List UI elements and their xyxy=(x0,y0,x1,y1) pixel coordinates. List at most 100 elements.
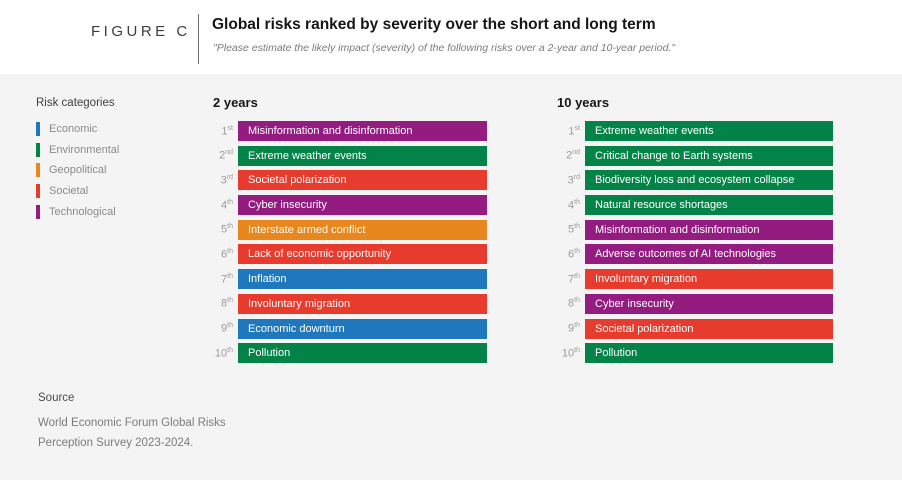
risk-bar-label: Extreme weather events xyxy=(595,125,714,137)
risk-bar: Inflation xyxy=(238,269,487,290)
legend-color-chip xyxy=(36,142,40,157)
rank-label: 3rd xyxy=(567,174,580,187)
legend-color-chip xyxy=(36,204,40,219)
rank-label: 8th xyxy=(568,297,580,311)
legend-item-label: Economic xyxy=(49,123,98,135)
column-header: 10 years xyxy=(557,95,610,110)
risk-bar-label: Societal polarization xyxy=(248,174,347,187)
rank-row: 4th Cyber insecurity xyxy=(207,195,487,216)
rank-label: 1st xyxy=(568,124,580,138)
risk-bar: Pollution xyxy=(238,343,487,364)
rank-row: 1st Misinformation and disinformation xyxy=(207,121,487,141)
legend-item: Environmental xyxy=(36,142,120,157)
risk-bar-label: Biodiversity loss and ecosystem collapse xyxy=(595,174,795,187)
figure-label: FIGURE C xyxy=(91,23,191,40)
risk-bar-label: Adverse outcomes of AI technologies xyxy=(595,248,776,261)
rank-label: 9th xyxy=(221,322,233,335)
risk-bar: Involuntary migration xyxy=(585,269,833,290)
rank-row: 7th Involuntary migration xyxy=(554,269,833,290)
risk-bar-label: Inflation xyxy=(248,273,287,286)
rank-row: 9th Societal polarization xyxy=(554,318,833,339)
risk-bar-label: Extreme weather events xyxy=(248,149,367,162)
rank-row: 9th Economic downturn xyxy=(207,318,487,339)
rank-label: 10th xyxy=(561,346,580,360)
rank-row: 8th Involuntary migration xyxy=(207,293,487,314)
legend-item: Technological xyxy=(36,204,119,219)
legend-item-label: Environmental xyxy=(49,143,120,156)
rank-row: 4th Natural resource shortages xyxy=(554,195,833,216)
rank-label: 2nd xyxy=(219,149,233,163)
risk-bar-label: Lack of economic opportunity xyxy=(248,248,392,261)
risk-bar-label: Economic downturn xyxy=(248,322,345,335)
risk-bar: Cyber insecurity xyxy=(238,195,487,216)
ranking-column-2-years: 2 years 1st Misinformation and disinforma… xyxy=(207,96,487,368)
rank-row: 2nd Critical change to Earth systems xyxy=(554,145,833,166)
rank-row: 2nd Extreme weather events xyxy=(207,145,487,166)
risk-bar-label: Societal polarization xyxy=(595,322,694,335)
risk-bar-label: Natural resource shortages xyxy=(595,199,728,212)
risk-bar-label: Misinformation and disinformation xyxy=(248,125,413,137)
source: Source World Economic Forum Global Risks… xyxy=(38,392,226,453)
rank-label: 6th xyxy=(568,248,580,261)
risk-bar: Cyber insecurity xyxy=(585,293,833,314)
rank-row: 5th Misinformation and disinformation xyxy=(554,219,833,240)
rank-row: 1st Extreme weather events xyxy=(554,121,833,141)
legend-color-chip xyxy=(36,184,40,199)
rank-row: 8th Cyber insecurity xyxy=(554,293,833,314)
risk-bar: Critical change to Earth systems xyxy=(585,145,833,166)
risk-bar: Lack of economic opportunity xyxy=(238,244,487,265)
legend-title: Risk categories xyxy=(36,97,115,109)
rank-row: 6th Adverse outcomes of AI technologies xyxy=(554,244,833,265)
rank-row: 6th Lack of economic opportunity xyxy=(207,244,487,265)
risk-bar-label: Misinformation and disinformation xyxy=(595,223,760,236)
risk-bar-label: Involuntary migration xyxy=(595,273,698,286)
rank-row: 10th Pollution xyxy=(554,343,833,364)
header-divider xyxy=(198,14,199,64)
risk-bar: Extreme weather events xyxy=(238,145,487,166)
risk-bar: Misinformation and disinformation xyxy=(585,219,833,240)
rank-label: 6th xyxy=(221,248,233,261)
source-line: Perception Survey 2023-2024. xyxy=(38,437,194,449)
legend-item: Economic xyxy=(36,122,119,136)
rank-label: 2nd xyxy=(566,149,580,163)
figure-subtitle: "Please estimate the likely impact (seve… xyxy=(213,42,676,54)
risk-bar: Extreme weather events xyxy=(585,121,833,141)
rank-row: 3rd Societal polarization xyxy=(207,170,487,191)
legend-item-label: Societal xyxy=(49,185,89,198)
legend-color-chip xyxy=(36,163,40,178)
source-line: World Economic Forum Global Risks xyxy=(38,417,226,429)
risk-bar-label: Critical change to Earth systems xyxy=(595,149,753,162)
rank-label: 4th xyxy=(221,198,233,212)
rank-label: 3rd xyxy=(220,174,233,187)
ranking-rows: 1st Misinformation and disinformation 2nd E… xyxy=(207,121,487,364)
rank-row: 3rd Biodiversity loss and ecosystem colla… xyxy=(554,170,833,191)
rank-row: 10th Pollution xyxy=(207,343,487,364)
risk-bar-label: Involuntary migration xyxy=(248,297,351,310)
legend-item: Societal xyxy=(36,184,119,199)
risk-bar-label: Cyber insecurity xyxy=(248,199,327,212)
legend-items: Economic Environmental Geopolitical Societa… xyxy=(36,122,119,219)
rank-label: 7th xyxy=(568,272,580,286)
risk-bar: Misinformation and disinformation xyxy=(238,121,487,141)
legend-color-chip xyxy=(36,122,40,136)
risk-bar: Economic downturn xyxy=(238,318,487,339)
risk-bar-label: Pollution xyxy=(248,347,291,360)
risk-bar-label: Pollution xyxy=(595,347,638,360)
risk-bar: Societal polarization xyxy=(585,318,833,339)
legend: Risk categories Economic Environmental Geo… xyxy=(36,96,119,225)
ranking-column-10-years: 10 years 1st Extreme weather events 2nd Cri… xyxy=(554,96,833,368)
ranking-rows: 1st Extreme weather events 2nd Critical cha… xyxy=(554,121,833,364)
rank-label: 10th xyxy=(214,346,233,360)
legend-item-label: Technological xyxy=(49,205,116,218)
legend-item-label: Geopolitical xyxy=(49,164,107,177)
rank-label: 5th xyxy=(221,223,233,237)
rank-row: 7th Inflation xyxy=(207,269,487,290)
risk-bar: Interstate armed conflict xyxy=(238,219,487,240)
page-title: Global risks ranked by severity over the… xyxy=(212,16,656,33)
source-label: Source xyxy=(38,392,75,404)
rank-label: 4th xyxy=(568,198,580,212)
rank-label: 7th xyxy=(221,272,233,286)
column-header: 2 years xyxy=(213,95,258,110)
rank-label: 9th xyxy=(568,322,580,335)
